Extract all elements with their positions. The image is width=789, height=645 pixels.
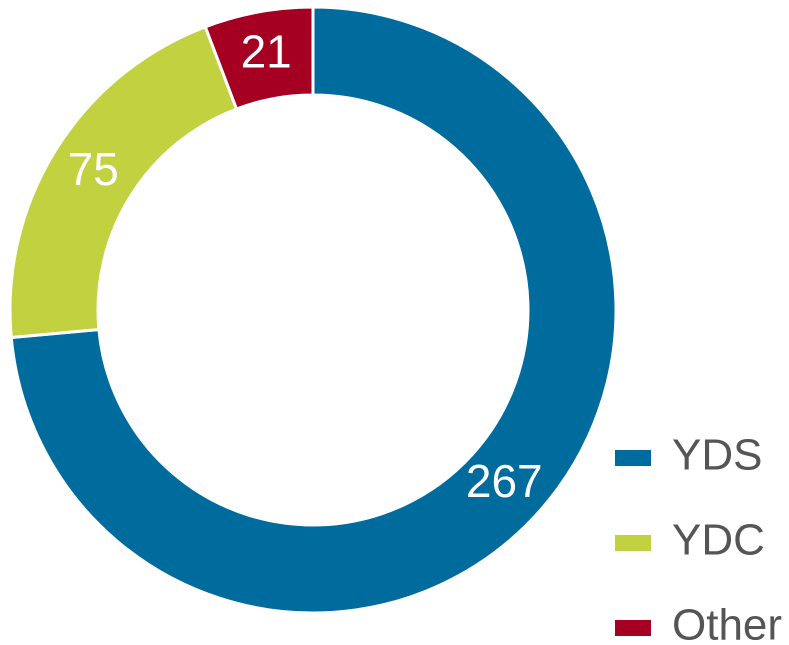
donut-segment [8,24,239,340]
legend-swatch [615,450,651,466]
data-label: 267 [466,455,543,507]
legend-label: YDC [672,516,765,565]
data-label: 21 [241,25,292,77]
legend-label: Other [672,601,782,645]
legend-swatch [615,535,651,551]
data-label: 75 [68,143,119,195]
legend-label: YDS [672,431,762,480]
legend-swatch [615,620,651,636]
donut-segment [203,5,315,111]
donut-segment [9,5,618,615]
